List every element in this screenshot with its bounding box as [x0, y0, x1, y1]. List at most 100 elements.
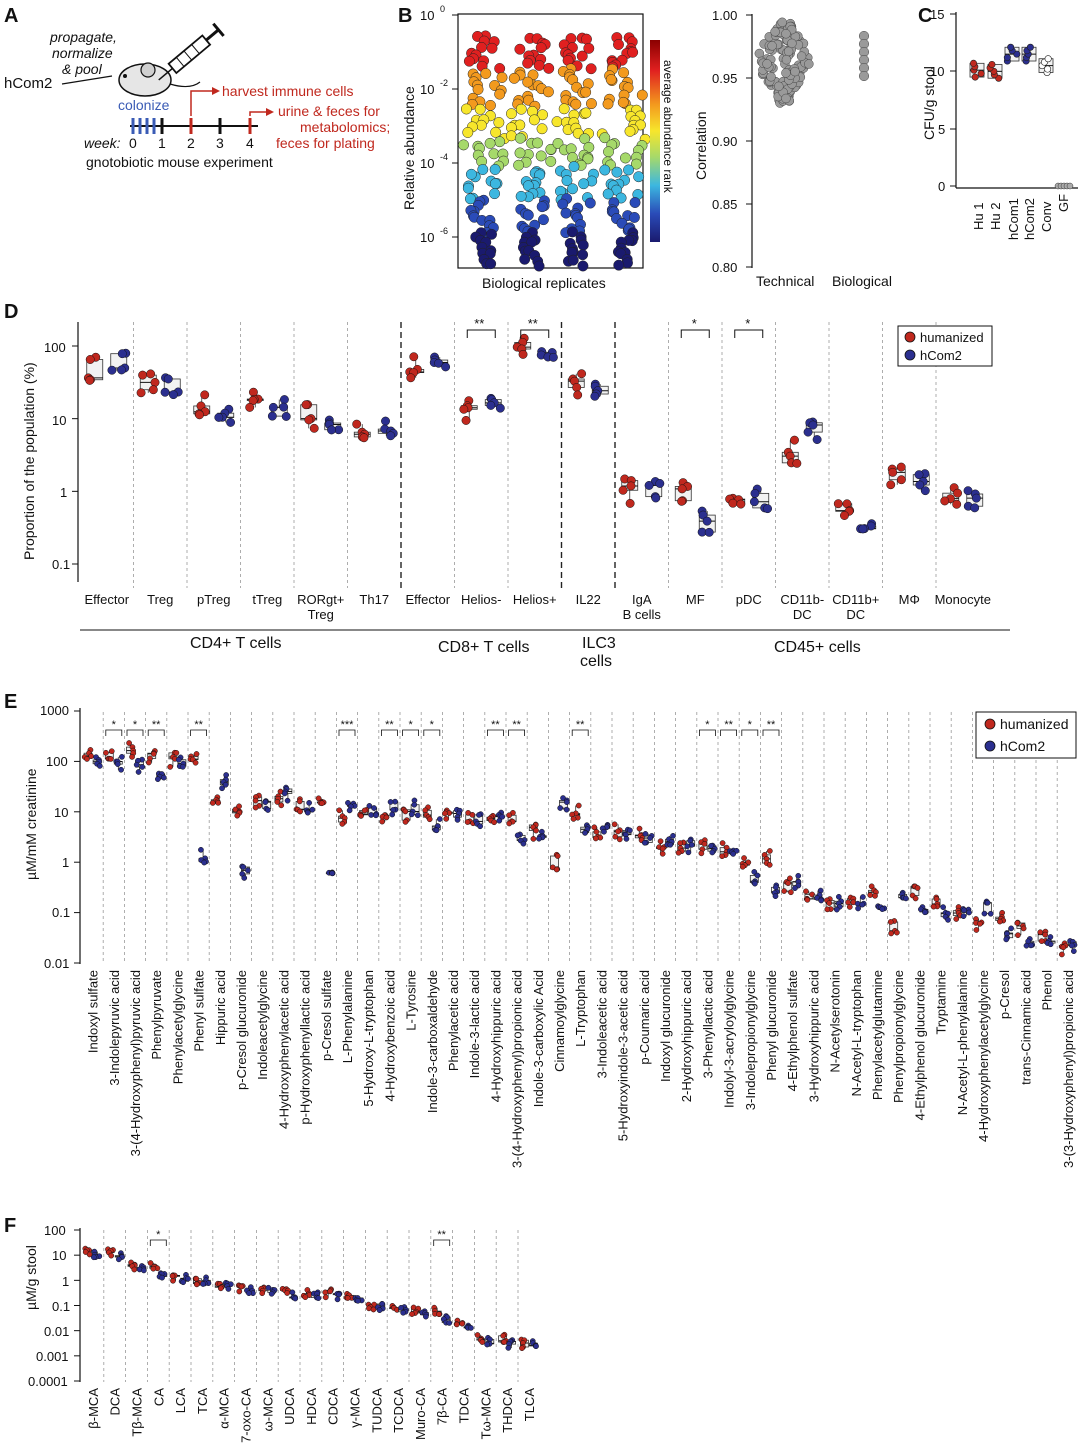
d-xlabel: Treg	[308, 607, 334, 622]
f-sig-bracket	[149, 1239, 167, 1246]
c-ylabel: CFU/g stool	[921, 66, 937, 140]
d-xlabel: MF	[686, 592, 705, 607]
f-ytick-10: 10	[52, 1248, 66, 1263]
e-humanized-15-point	[402, 808, 409, 815]
b-replicate-1-point	[477, 164, 489, 175]
e-xlabel: Phenylacetylglutamine	[870, 970, 885, 1100]
d-xlabel: DC	[846, 607, 865, 622]
e-humanized-7-point	[232, 806, 239, 813]
e-humanized-14-point	[383, 814, 390, 821]
e-xlabel: 5-Hydroxy-L-tryptophan	[361, 970, 376, 1107]
d-sig-label: **	[474, 316, 484, 331]
e-hcom2-42-point	[984, 899, 991, 906]
d-xlabel: CD11b+	[832, 592, 879, 607]
b-replicate-4-point	[618, 67, 630, 79]
e-xlabels: Indoxyl sulfate 3-Indolepyruvic acid 3-(4-…	[86, 970, 1076, 1168]
d-xlabel: IL22	[576, 592, 601, 607]
d-ytick-10: 10	[52, 413, 66, 428]
e-xlabel: 4-Ethylphenol glucuronide	[912, 970, 927, 1120]
d-legend-humanized: humanized	[920, 330, 984, 345]
f-hcom2-17-point	[468, 1325, 474, 1331]
b-corr-technical-point	[787, 38, 797, 49]
d-legend-hcom2-marker	[904, 349, 916, 361]
c-point-Hu 1	[971, 73, 979, 81]
e-hcom2-31-point	[752, 880, 758, 887]
e-hcom2-2-point	[135, 769, 142, 775]
b-replicate-2-point	[545, 155, 557, 167]
b-replicate-3-point	[582, 153, 594, 165]
c-point-hCom1	[1007, 43, 1015, 51]
f-xlabel: 7β-CA	[435, 1388, 450, 1425]
f-humanized-17-point	[453, 1321, 460, 1328]
e-humanized-19-point	[491, 819, 497, 826]
e-hcom2-28-point	[684, 843, 691, 850]
e-humanized-14-point	[379, 818, 386, 825]
e-xlabel: trans-Cinnamic acid	[1018, 970, 1033, 1085]
b-replicate-3-point	[558, 103, 570, 115]
e-hcom2-8-point	[262, 799, 269, 805]
b-replicate-3-point	[583, 42, 595, 54]
b-replicate-2-point	[513, 159, 525, 171]
e-hcom2-3-point	[155, 776, 161, 782]
e-hcom2-7-point	[241, 875, 248, 881]
d-hcom2-0-point	[117, 349, 127, 359]
e-hcom2-9-point	[281, 790, 288, 797]
f-hcom2-11-point	[336, 1291, 342, 1298]
e-humanized-12-point	[336, 807, 343, 814]
d-yticks: 100 10 1 0.1	[44, 340, 78, 572]
b-replicate-4-point	[611, 166, 623, 178]
b-replicate-3-point	[570, 98, 582, 110]
e-xlabel: 4-Hydroxyphenylacetic acid	[276, 970, 291, 1129]
e-humanized-27-point	[659, 845, 666, 852]
harvest-arrow	[190, 90, 212, 116]
f-hcom2-6-point	[225, 1286, 232, 1292]
e-sig-label: *	[430, 719, 435, 731]
b-replicate-1-point	[462, 127, 474, 138]
f-xlabel: DCA	[108, 1388, 123, 1416]
prep-line-1: propagate,	[49, 29, 117, 45]
e-ytick-0-01: 0.01	[44, 956, 69, 971]
d-hcom2-2-point	[214, 412, 224, 422]
e-hcom2-46-point	[1070, 948, 1077, 954]
b-replicate-3-point	[581, 33, 592, 45]
b-corr-technical-point	[790, 66, 800, 77]
c-gf-point	[1066, 182, 1074, 190]
d-humanized-10-point	[618, 485, 628, 495]
e-xlabel: 4-Hydroxyhippuric acid	[488, 970, 503, 1102]
b-replicate-4-point	[613, 259, 625, 271]
f-hcom2-18-point	[484, 1341, 490, 1348]
week-0: 0	[129, 135, 137, 151]
harvest-arrowhead	[212, 87, 220, 95]
e-humanized-38-point	[887, 919, 894, 925]
b-corr-ytick-4: 0.85	[712, 197, 737, 212]
f-plot: * **	[74, 1229, 539, 1382]
e-xlabel: Hippuric acid	[213, 970, 228, 1045]
d-hcom2-15-point	[915, 480, 925, 490]
e-hcom2-25-point	[627, 827, 633, 834]
e-xlabel: 3-(4-Hydroxyphenyl)pyruvic acid	[128, 970, 143, 1156]
d-hcom2-7-point	[495, 403, 505, 413]
e-hcom2-14-point	[387, 799, 394, 805]
b-corr-technical-point	[781, 54, 792, 65]
e-sig-bracket	[381, 729, 398, 736]
b-replicate-1-point	[496, 72, 508, 83]
e-hcom2-14-point	[389, 811, 396, 818]
b-corr-technical-point	[783, 46, 794, 57]
e-humanized-8-point	[252, 797, 259, 804]
b-replicate-2-point	[506, 108, 517, 120]
f-humanized-5-point	[193, 1281, 200, 1288]
b-yexp-4: -6	[440, 226, 448, 236]
f-xlabel: Tω-MCA	[478, 1388, 493, 1440]
d-humanized-4-point	[309, 423, 319, 433]
e-xlabel: 4-Ethylphenol sulfate	[785, 970, 800, 1091]
e-hcom2-26-point	[641, 839, 648, 846]
e-hcom2-26-point	[642, 831, 649, 837]
d-legend-hcom2: hCom2	[920, 348, 962, 363]
f-xlabel: TLCA	[522, 1388, 537, 1422]
e-humanized-2-point	[129, 754, 135, 760]
d-hcom2-3-point	[268, 402, 278, 412]
f-hcom2-3-point	[159, 1274, 165, 1281]
e-hcom2-12-point	[346, 807, 353, 814]
d-humanized-11-point	[677, 484, 687, 494]
e-xlabel: Phenylacetic acid	[446, 970, 461, 1071]
